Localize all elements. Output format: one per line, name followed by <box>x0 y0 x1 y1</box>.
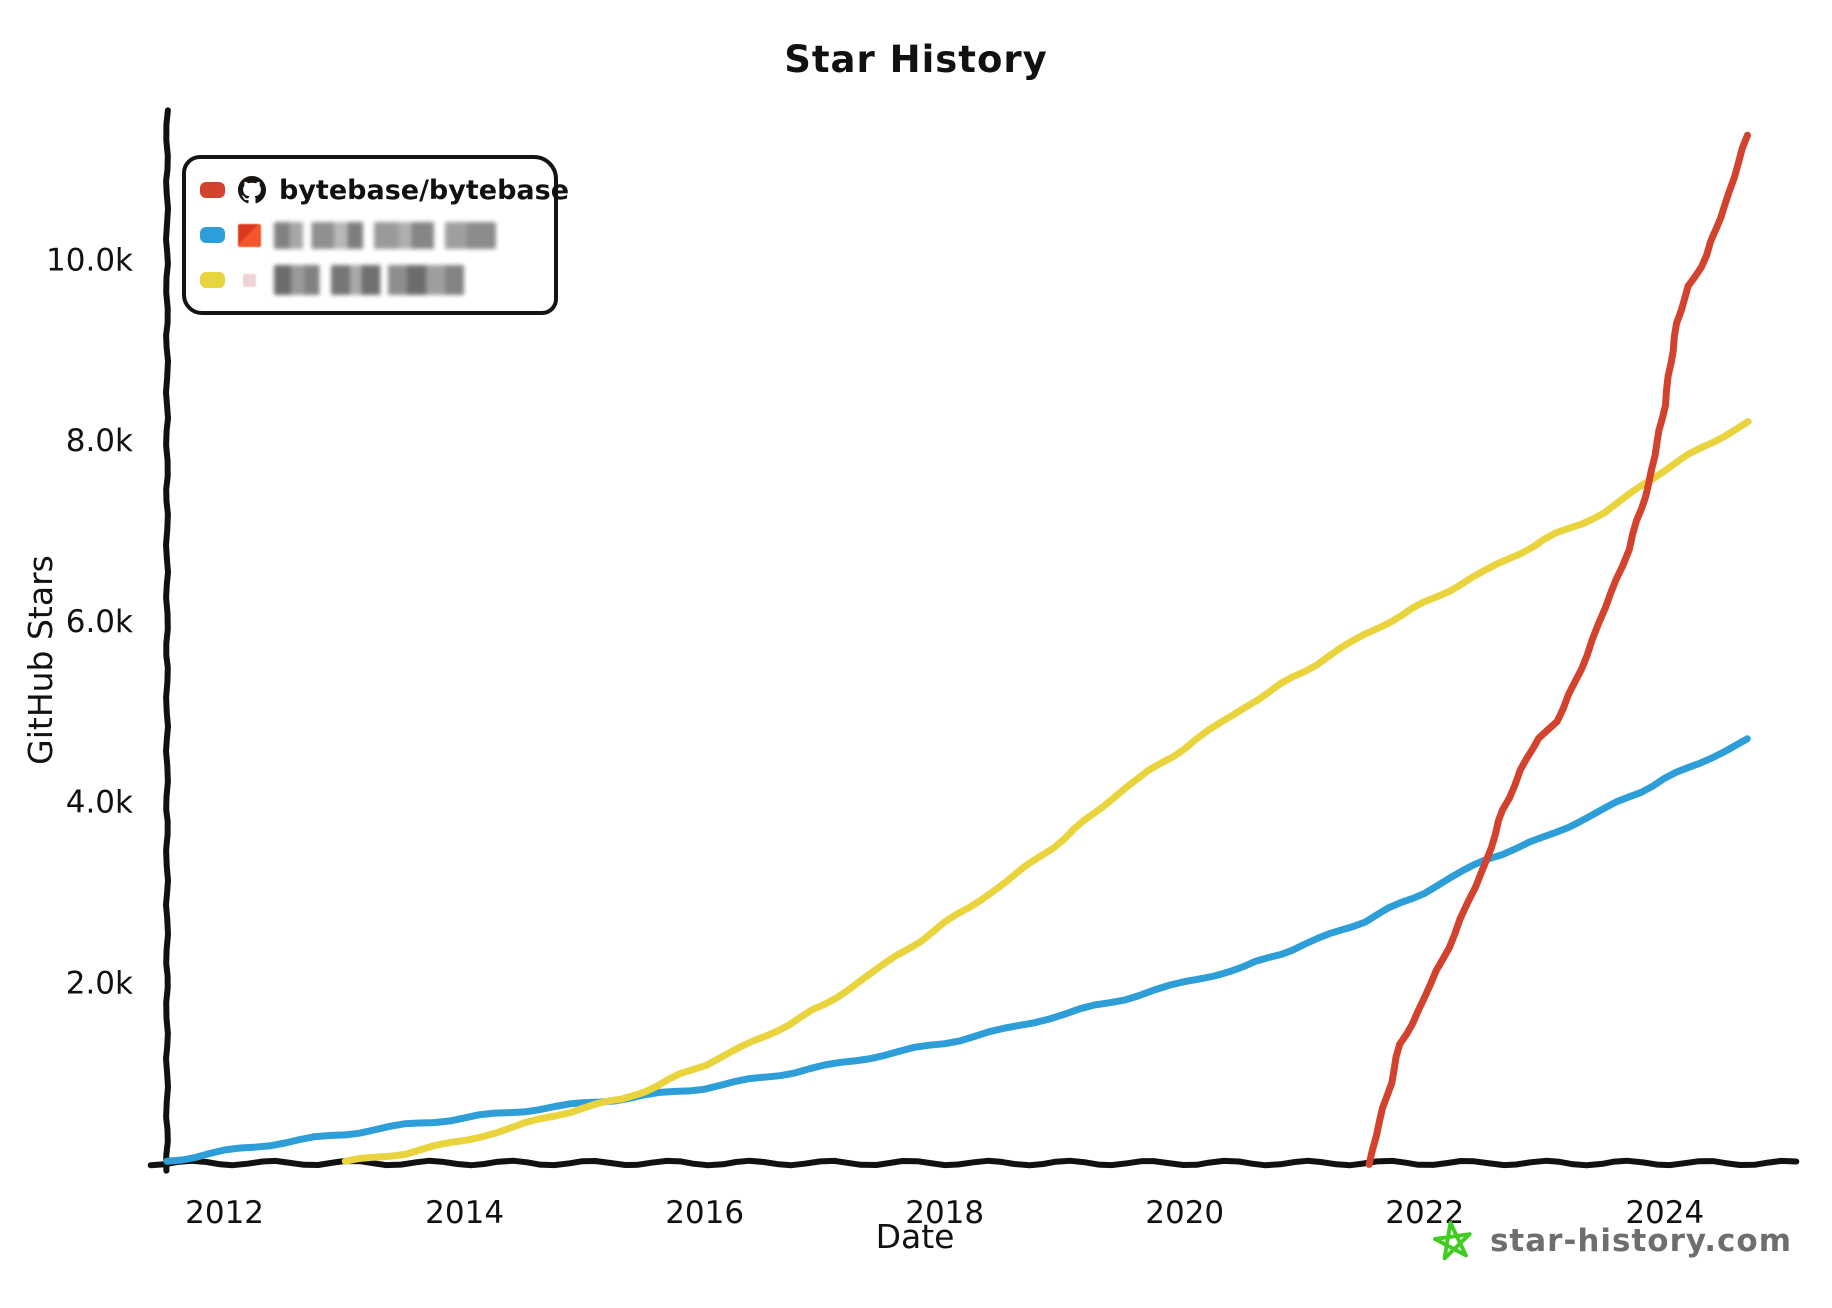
series-line-bytebase-bytebase <box>1365 131 1751 1168</box>
blurred-repo-name-2 <box>274 265 464 295</box>
legend-item-blurred-1[interactable] <box>200 215 540 255</box>
legend-item-bytebase[interactable]: bytebase/bytebase <box>200 170 569 210</box>
x-tick-2012: 2012 <box>185 1195 264 1231</box>
axes <box>147 107 1800 1174</box>
green-star-icon <box>1433 1220 1472 1261</box>
x-axis-line <box>147 1157 1800 1169</box>
github-octocat-icon <box>238 176 266 204</box>
x-tick-2024: 2024 <box>1625 1195 1704 1231</box>
y-tick-2.0k: 2.0k <box>66 965 133 1001</box>
legend-item-blurred-2[interactable] <box>200 260 540 300</box>
watermark-text: star-history.com <box>1489 1223 1792 1259</box>
chart-title: Star History <box>784 38 1048 81</box>
y-axis-line <box>163 107 171 1174</box>
x-tick-2018: 2018 <box>905 1195 984 1231</box>
y-tick-8.0k: 8.0k <box>66 423 133 459</box>
axis-ticks: 2012 2014 2016 2018 2020 2022 20242.0k4.0k6.0k… <box>46 243 1704 1231</box>
blurred-orange-avatar-icon <box>238 223 261 247</box>
y-tick-4.0k: 4.0k <box>66 785 133 821</box>
x-tick-2020: 2020 <box>1145 1195 1224 1231</box>
watermark[interactable]: star-history.com <box>1430 1218 1792 1264</box>
series-lines <box>163 131 1752 1168</box>
y-tick-6.0k: 6.0k <box>66 604 133 640</box>
legend-label-bytebase: bytebase/bytebase <box>279 174 570 206</box>
blurred-pink-avatar-icon <box>243 273 256 287</box>
series-line-blurred-repo-blue <box>163 735 1751 1165</box>
x-tick-2014: 2014 <box>425 1195 504 1231</box>
x-axis-label: Date <box>876 1217 955 1256</box>
y-tick-10.0k: 10.0k <box>46 243 133 279</box>
x-tick-2016: 2016 <box>665 1195 744 1231</box>
series-swatch-blue <box>200 227 225 243</box>
y-axis-label: GitHub Stars <box>21 555 60 765</box>
series-line-blurred-repo-yellow <box>341 418 1752 1165</box>
series-swatch-red <box>200 182 225 198</box>
legend-box: bytebase/bytebase <box>182 155 569 315</box>
series-swatch-yellow <box>200 272 225 288</box>
blurred-repo-name-1 <box>274 221 496 249</box>
